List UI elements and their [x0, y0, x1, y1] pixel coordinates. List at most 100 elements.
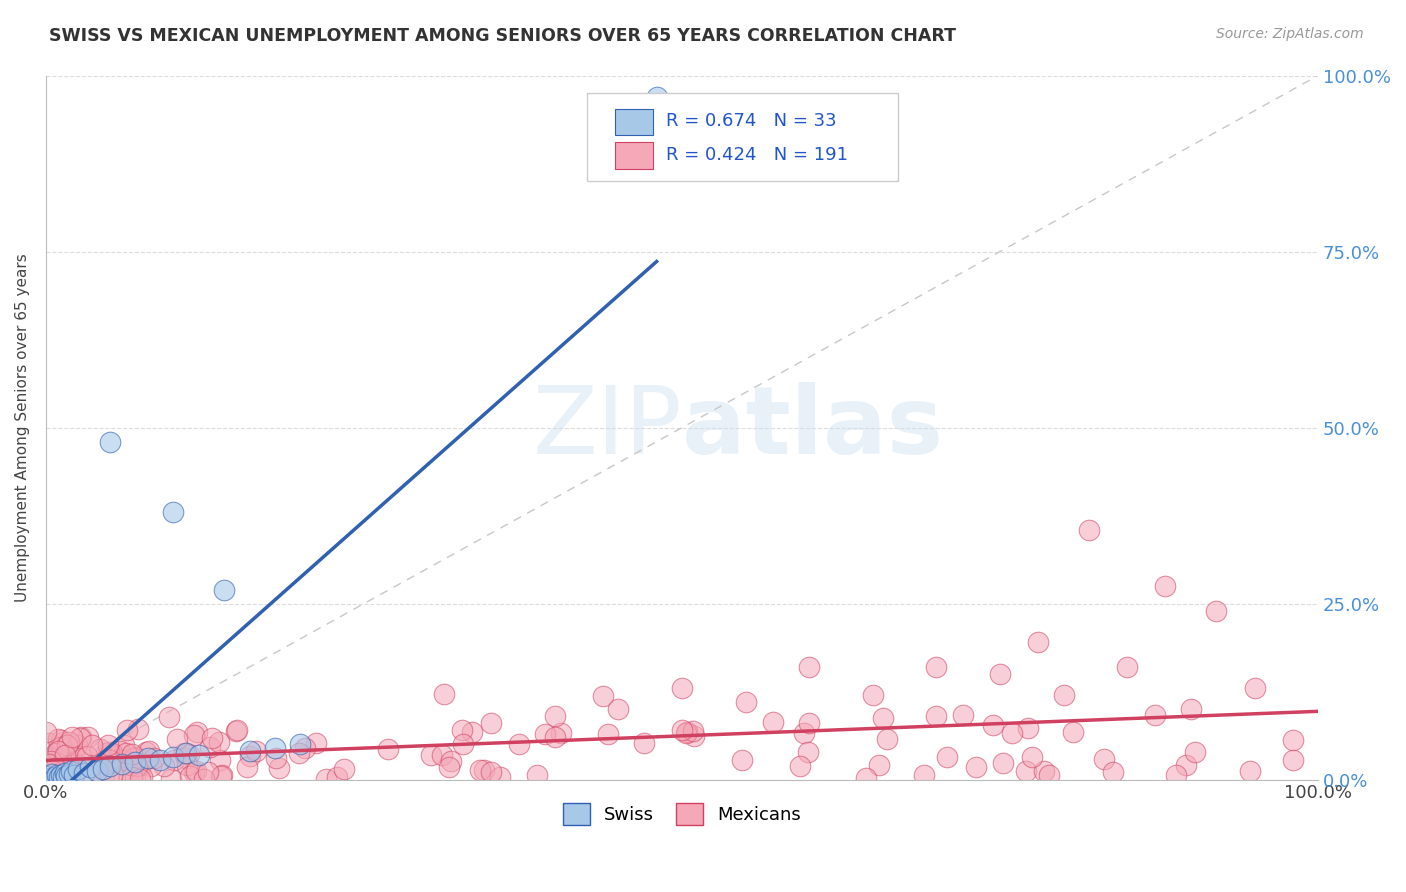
- Point: [163, 753, 186, 767]
- Point: [41, 751, 63, 765]
- Point: [186, 725, 208, 739]
- Point: [797, 745, 820, 759]
- Point: [98, 753, 121, 767]
- Point: [93, 771, 115, 785]
- FancyBboxPatch shape: [586, 93, 898, 181]
- Legend: Swiss, Mexicans: Swiss, Mexicans: [554, 794, 810, 834]
- Point: [731, 753, 754, 767]
- Point: [186, 764, 208, 778]
- Point: [676, 725, 699, 739]
- Point: [44, 771, 66, 785]
- Point: [173, 746, 195, 760]
- Point: [544, 731, 567, 745]
- Text: SWISS VS MEXICAN UNEMPLOYMENT AMONG SENIORS OVER 65 YEARS CORRELATION CHART: SWISS VS MEXICAN UNEMPLOYMENT AMONG SENI…: [49, 27, 956, 45]
- Point: [112, 739, 135, 753]
- Point: [125, 749, 148, 764]
- Point: [876, 732, 898, 747]
- Point: [46, 731, 69, 746]
- Point: [862, 688, 884, 702]
- Point: [91, 762, 114, 776]
- Point: [793, 726, 815, 740]
- Point: [472, 764, 495, 778]
- Point: [97, 745, 120, 759]
- Point: [533, 727, 555, 741]
- Point: [245, 743, 267, 757]
- Point: [101, 746, 124, 760]
- Point: [187, 747, 209, 762]
- Point: [294, 740, 316, 755]
- Point: [174, 751, 197, 765]
- Point: [1017, 721, 1039, 735]
- Text: R = 0.674   N = 33: R = 0.674 N = 33: [665, 112, 837, 130]
- Point: [111, 754, 134, 768]
- Point: [124, 755, 146, 769]
- Point: [799, 716, 821, 731]
- Point: [936, 749, 959, 764]
- Point: [1180, 702, 1202, 716]
- Point: [117, 769, 139, 783]
- Point: [38, 765, 60, 780]
- Point: [437, 760, 460, 774]
- Point: [1116, 660, 1139, 674]
- Point: [208, 735, 231, 749]
- Point: [139, 759, 162, 773]
- Point: [38, 736, 60, 750]
- Point: [201, 731, 224, 745]
- Point: [129, 757, 152, 772]
- Point: [157, 710, 180, 724]
- Point: [470, 763, 492, 777]
- Point: [868, 757, 890, 772]
- Point: [981, 718, 1004, 732]
- Point: [48, 770, 70, 784]
- Point: [925, 709, 948, 723]
- Point: [44, 764, 66, 779]
- Point: [56, 738, 79, 752]
- Point: [174, 746, 197, 760]
- Point: [52, 734, 75, 748]
- Point: [544, 709, 567, 723]
- Point: [73, 765, 96, 780]
- Point: [58, 735, 80, 749]
- Point: [97, 738, 120, 752]
- Point: [988, 667, 1011, 681]
- Point: [1032, 764, 1054, 778]
- Point: [193, 772, 215, 786]
- Point: [288, 746, 311, 760]
- Point: [1038, 768, 1060, 782]
- Point: [209, 769, 232, 783]
- Point: [135, 746, 157, 760]
- Point: [138, 744, 160, 758]
- Point: [598, 727, 620, 741]
- Point: [53, 765, 76, 780]
- Point: [183, 764, 205, 779]
- Point: [675, 726, 697, 740]
- Point: [35, 769, 58, 783]
- Point: [39, 765, 62, 780]
- Point: [58, 753, 80, 767]
- Text: atlas: atlas: [682, 382, 943, 474]
- Point: [52, 750, 75, 764]
- Point: [38, 758, 60, 772]
- Point: [305, 736, 328, 750]
- Point: [991, 756, 1014, 771]
- Point: [98, 758, 121, 772]
- Point: [153, 759, 176, 773]
- Point: [607, 702, 630, 716]
- Point: [101, 766, 124, 780]
- Point: [136, 751, 159, 765]
- Point: [671, 723, 693, 738]
- Point: [645, 89, 668, 103]
- Point: [1143, 707, 1166, 722]
- Point: [60, 748, 83, 763]
- Point: [325, 770, 347, 784]
- Point: [451, 723, 474, 737]
- Point: [290, 738, 312, 752]
- Point: [70, 749, 93, 764]
- Point: [121, 747, 143, 762]
- Point: [35, 754, 58, 768]
- Point: [38, 771, 60, 785]
- Point: [55, 769, 77, 783]
- Point: [108, 744, 131, 758]
- Point: [1102, 764, 1125, 779]
- Point: [264, 740, 287, 755]
